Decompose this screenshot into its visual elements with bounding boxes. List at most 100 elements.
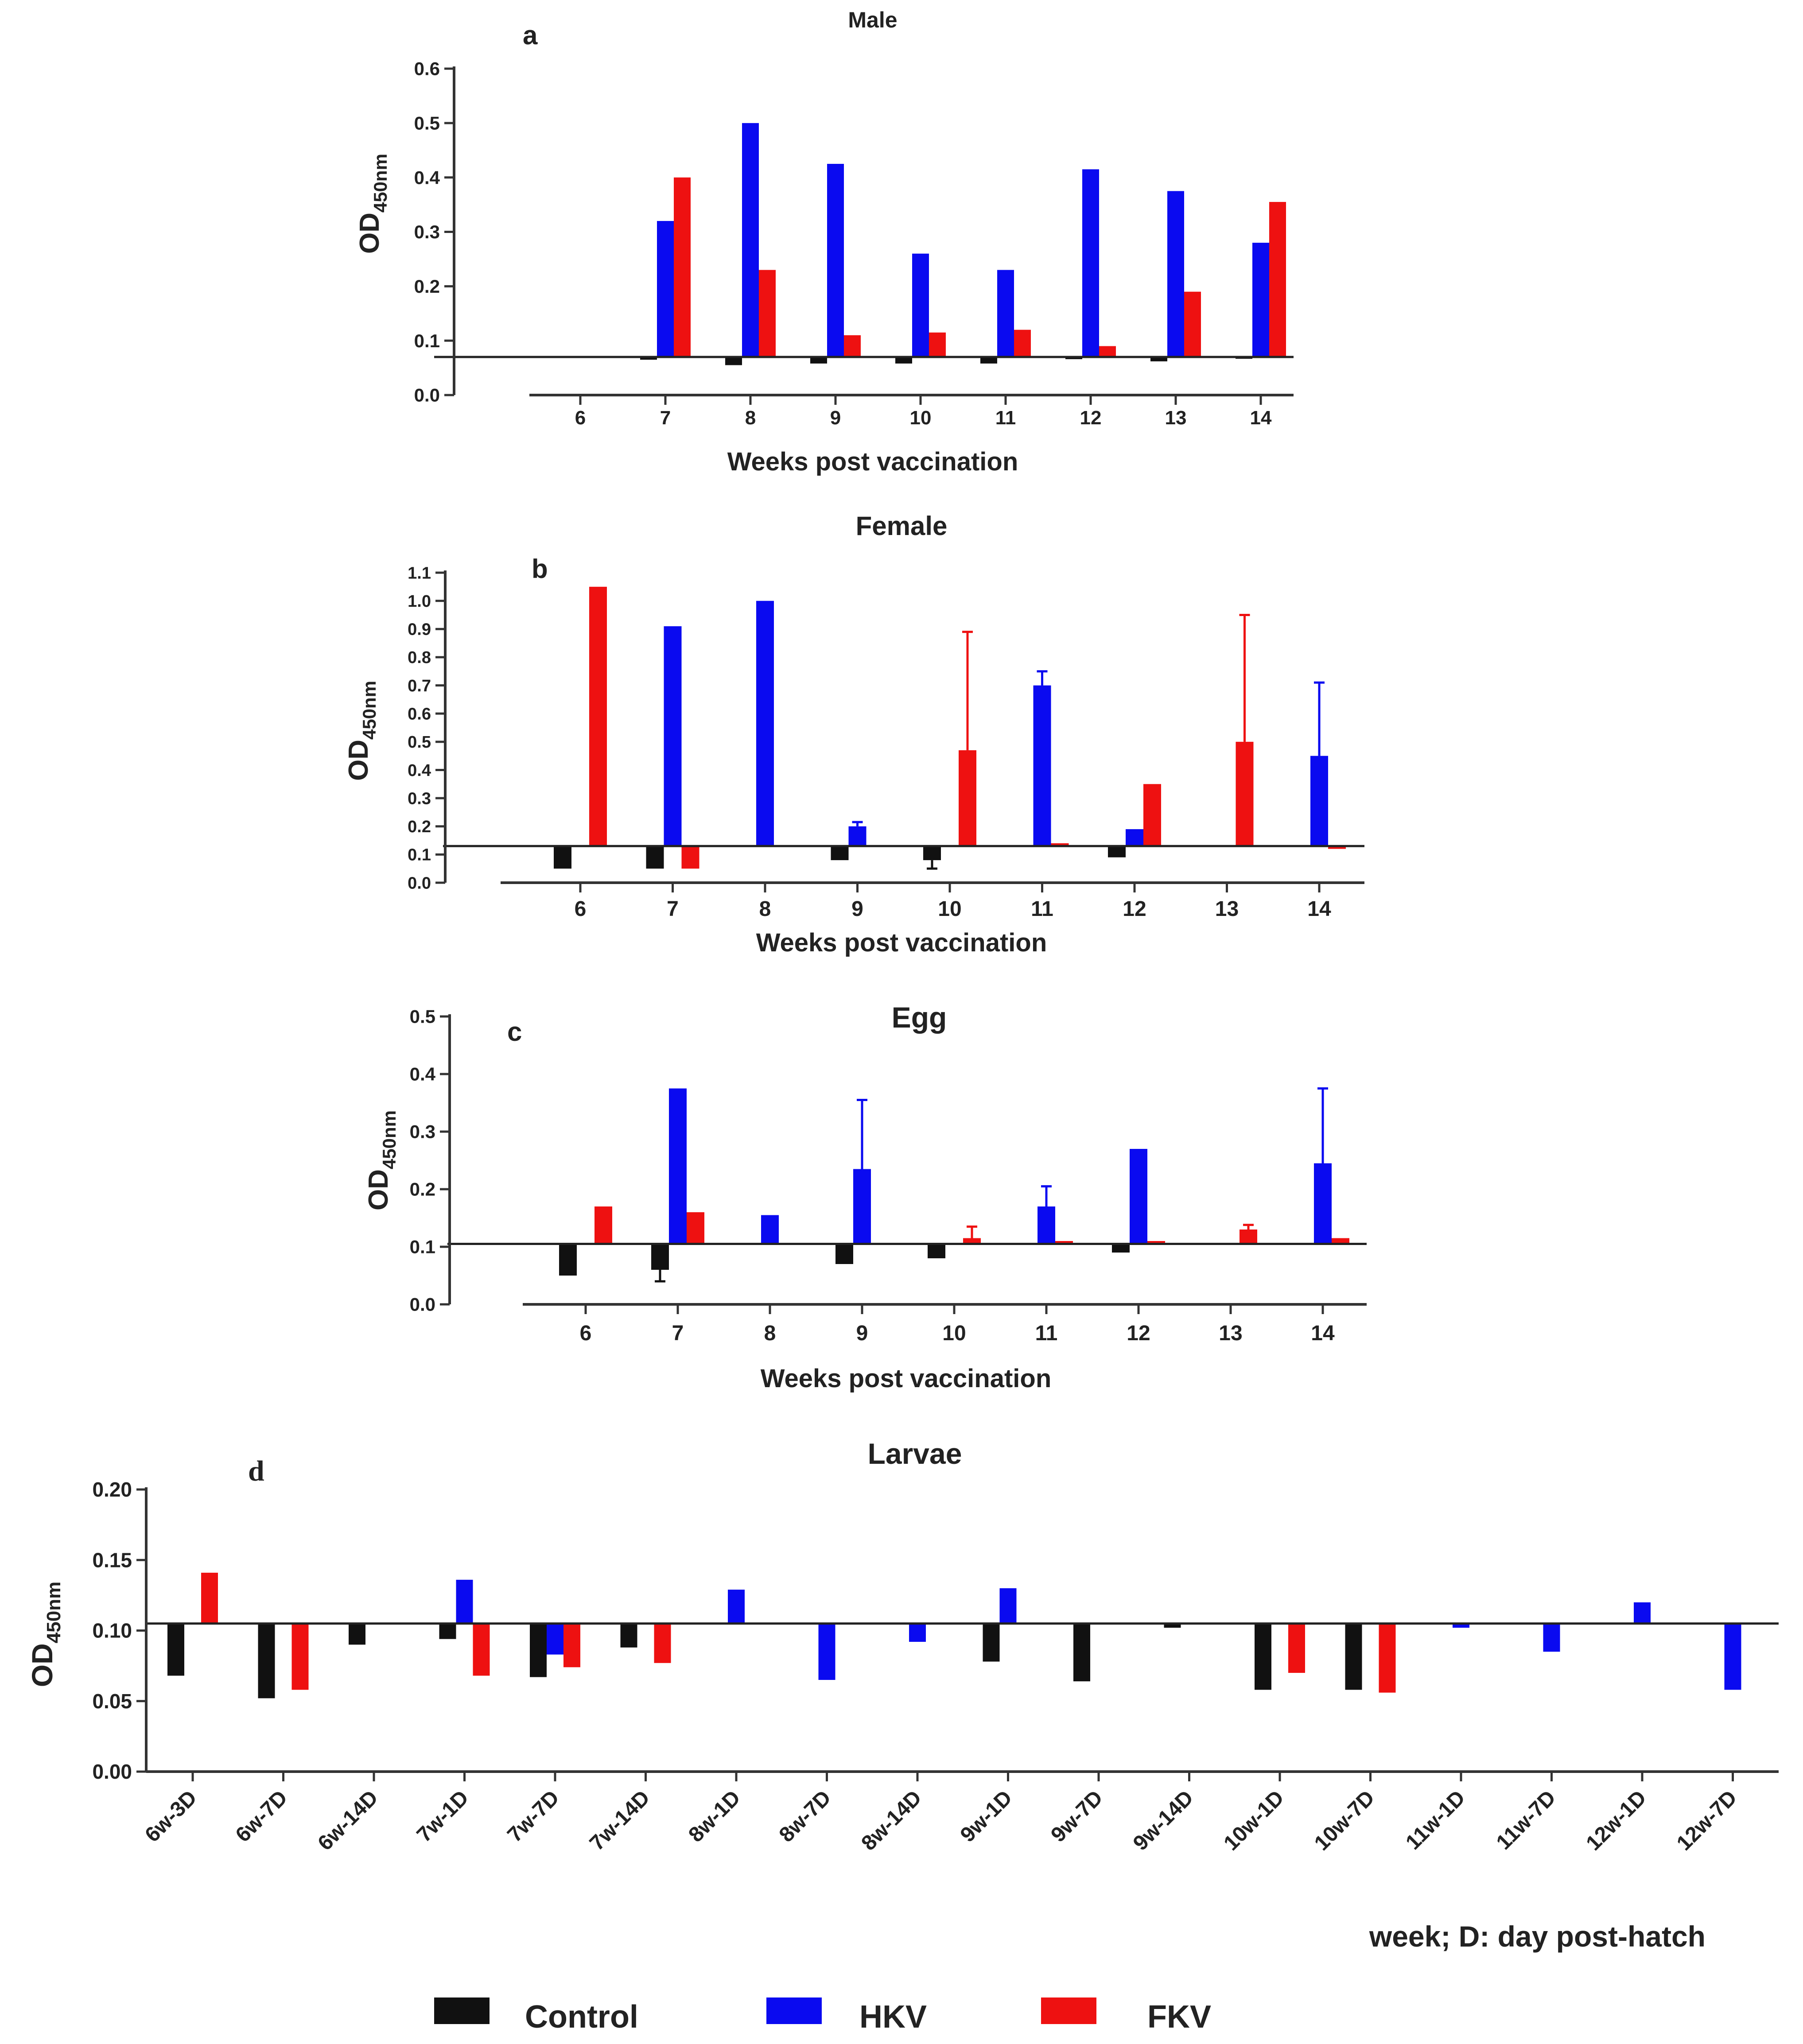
panel-b-x-tick-label: 12 [1123,897,1146,921]
panel-a-y-tick-label: 0.5 [414,113,440,134]
bar-b-hkv-7 [664,626,682,846]
bar-d-fkv-6w-3d [201,1572,218,1624]
panel-a-y-tick-label: 0.2 [414,276,440,297]
bar-b-fkv-11 [1051,843,1069,846]
panel-d-axis-ticks: 0.00 0.05 0.10 0.15 0.20 6w-3D 6w-7D 6w-14D 7w-1… [92,1478,1779,1855]
panel-c-y-tick-label: 0.0 [410,1294,435,1315]
bar-d-fkv-7w-1d [473,1623,490,1676]
panel-b-x-tick-label: 10 [938,897,961,921]
panel-b-title: Female [856,511,948,541]
bar-a-control-7 [640,357,657,360]
panel-a-label: a [523,20,538,50]
bar-b-hkv-12 [1126,829,1143,846]
bar-d-fkv-7w-7d [563,1623,580,1668]
bar-a-hkv-11 [997,270,1014,357]
panel-a-y-axis-label: OD450nm [354,154,391,254]
panel-b-bars [443,586,1364,870]
panel-d-x-tick-label: 11w-1D [1401,1786,1469,1854]
bar-d-fkv-7w-14d [654,1623,671,1663]
legend-swatch-hkv [766,1997,822,2024]
panel-d-y-axis-label: OD450nm [26,1582,65,1687]
panel-b-x-tick-label: 7 [667,897,679,921]
bar-d-fkv-10w-7d [1379,1623,1396,1693]
legend: Control HKV FKV [434,1997,1211,2035]
bar-d-control-6w-7d [258,1623,275,1699]
bar-d-control-7w-1d [439,1623,456,1639]
panel-a-bars [434,123,1294,365]
panel-c-y-axis-label: OD450nm [363,1110,400,1210]
panel-b-x-tick-label: 13 [1215,897,1239,921]
bar-d-hkv-12w-7d [1724,1623,1741,1690]
panel-b-y-tick-label: 0.4 [408,761,431,780]
svg-text:OD450nm: OD450nm [363,1110,400,1210]
bar-c-hkv-8 [761,1215,779,1244]
bar-c-hkv-7 [669,1088,687,1244]
panel-b-female-chart: b Female 0.0 0.1 0.2 0.3 0.4 0.5 0.6 0.7 0.8 0.9 1… [343,511,1364,957]
panel-d-x-tick-label: 9w-14D [1129,1786,1198,1855]
panel-d-x-tick-label: 7w-7D [503,1786,563,1846]
legend-label-control: Control [525,1999,638,2035]
panel-c-x-tick-label: 9 [856,1322,868,1345]
bar-a-control-8 [725,357,742,365]
bar-c-control-12 [1112,1244,1130,1253]
bar-a-hkv-10 [912,253,929,357]
svg-text:OD450nm: OD450nm [26,1582,65,1687]
panel-b-label: b [532,554,548,584]
panel-a-male-chart: a Male 0.0 0.1 0.2 0.3 0.4 0.5 0.6 6 7 8 9 10 11 12 13… [354,8,1294,476]
bar-a-fkv-8 [759,270,776,357]
panel-c-egg-chart: c Egg 0.0 0.1 0.2 0.3 0.4 0.5 6 7 8 9 10 11 12 13 14 O… [363,1001,1367,1393]
panel-b-y-tick-label: 1.0 [408,592,431,611]
panel-c-x-tick-label: 8 [764,1322,776,1345]
panel-d-x-tick-label: 6w-14D [313,1786,382,1855]
bar-c-control-9 [835,1244,853,1264]
panel-b-y-tick-label: 0.5 [408,733,431,752]
panel-b-y-tick-label: 0.7 [408,677,431,695]
panel-b-ylabel-main: OD [343,740,374,781]
panel-a-x-tick-label: 11 [995,407,1016,429]
bar-a-fkv-10 [929,332,946,357]
bar-b-fkv-6 [589,586,607,846]
panel-d-x-tick-label: 7w-1D [412,1786,473,1846]
panel-a-title: Male [848,8,897,32]
panel-c-y-tick-label: 0.1 [410,1237,435,1257]
bar-b-hkv-14 [1310,756,1328,846]
panel-d-x-tick-label: 10w-1D [1219,1786,1288,1855]
bar-d-fkv-6w-7d [291,1623,309,1690]
panel-b-x-tick-label: 8 [759,897,771,921]
bar-b-control-12 [1108,846,1126,857]
panel-d-x-tick-label: 8w-1D [684,1786,745,1846]
panel-b-y-tick-label: 0.1 [408,846,431,865]
panel-d-y-tick-label: 0.05 [92,1690,132,1713]
panel-d-label: d [248,1455,264,1487]
bar-b-hkv-9 [848,826,867,846]
bar-c-fkv-11 [1055,1241,1073,1244]
panel-c-x-tick-label: 10 [942,1322,966,1345]
panel-a-ylabel-main: OD [354,213,385,254]
panel-b-y-axis-label: OD450nm [343,681,380,781]
bar-b-control-9 [831,846,849,861]
panel-d-y-tick-label: 0.20 [92,1478,132,1501]
legend-swatch-control [434,1997,490,2024]
bar-c-control-6 [559,1244,577,1276]
panel-a-x-tick-label: 13 [1165,407,1187,429]
panel-b-ylabel-sub: 450nm [359,681,380,740]
panel-c-x-tick-label: 13 [1219,1322,1242,1345]
bar-d-hkv-8w-7d [818,1623,835,1680]
panel-a-ylabel-sub: 450nm [370,154,391,213]
bar-b-fkv-13 [1236,741,1254,846]
panel-b-x-tick-label: 9 [851,897,863,921]
bar-c-fkv-12 [1147,1241,1165,1244]
panel-a-x-tick-label: 7 [660,407,671,429]
panel-d-x-tick-label: 12w-7D [1672,1786,1741,1855]
panel-b-y-tick-label: 0.3 [408,789,431,808]
bar-a-fkv-7 [674,177,691,357]
bar-a-control-10 [895,357,912,364]
bar-d-hkv-7w-7d [547,1623,563,1655]
legend-swatch-fkv [1041,1997,1096,2024]
panel-c-y-tick-label: 0.2 [410,1179,435,1200]
panel-b-y-tick-label: 1.1 [408,564,431,582]
svg-text:OD450nm: OD450nm [343,681,380,781]
panel-c-x-tick-label: 6 [580,1322,592,1345]
panel-c-y-tick-label: 0.3 [410,1121,435,1142]
